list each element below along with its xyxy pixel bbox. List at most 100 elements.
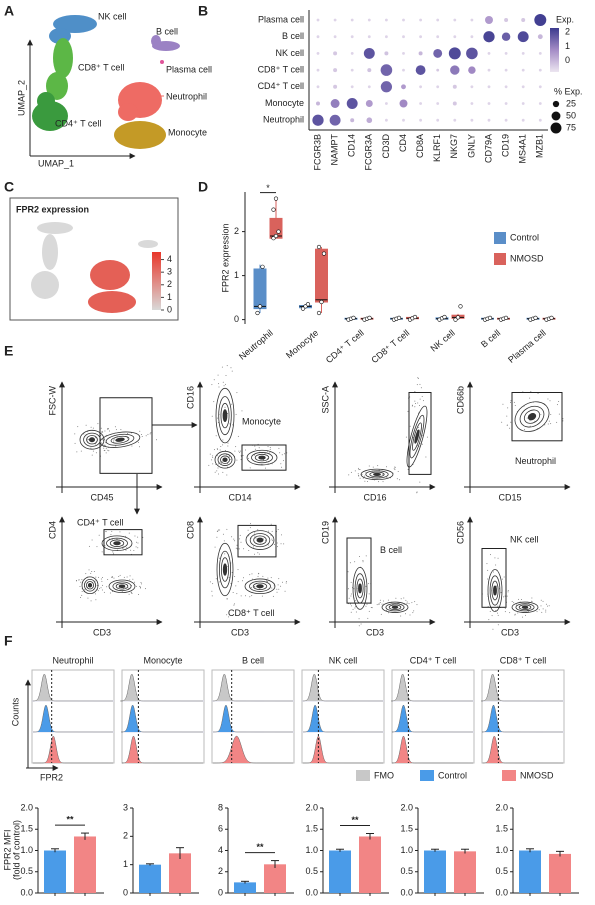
point <box>321 251 327 256</box>
event <box>502 403 504 405</box>
event <box>95 452 97 454</box>
cluster-blob <box>151 35 161 47</box>
y-tick-label: 0.5 <box>20 866 33 876</box>
event <box>422 400 424 402</box>
event <box>365 585 367 587</box>
legend-swatch <box>494 253 506 265</box>
dot <box>436 35 440 39</box>
row-label: Neutrophil <box>263 115 304 125</box>
bar <box>549 853 571 893</box>
event <box>88 545 90 547</box>
dot <box>316 35 320 39</box>
contour <box>112 581 132 592</box>
event <box>241 580 243 582</box>
event <box>238 548 240 550</box>
event <box>125 535 127 537</box>
dot <box>350 35 354 39</box>
event <box>507 589 509 591</box>
event <box>231 403 233 405</box>
contour <box>101 535 133 552</box>
event <box>251 595 253 597</box>
event <box>531 597 533 599</box>
event <box>414 601 416 603</box>
dot <box>367 35 371 39</box>
gate-label: CD8⁺ T cell <box>228 608 274 618</box>
event <box>240 455 242 457</box>
event <box>217 374 219 376</box>
event <box>224 383 226 385</box>
event <box>362 561 364 563</box>
event <box>348 597 350 599</box>
y-tick-label: 3 <box>123 802 128 812</box>
contour <box>113 541 121 546</box>
dot <box>517 31 529 43</box>
event <box>131 592 133 594</box>
event <box>538 609 540 611</box>
event <box>129 579 131 581</box>
event <box>544 424 546 426</box>
event <box>489 610 491 612</box>
event <box>252 546 254 548</box>
x-tick-label: Plasma cell <box>506 328 548 365</box>
colorbar <box>550 28 559 72</box>
event <box>269 447 271 449</box>
y-tick-label: 2.0 <box>305 802 318 812</box>
dot <box>487 102 491 105</box>
y-axis-label: (fold of control) <box>11 820 21 880</box>
contour <box>356 578 364 599</box>
gate <box>241 444 287 471</box>
event <box>222 439 224 441</box>
gate-label: Monocyte <box>242 416 281 426</box>
contour <box>220 402 230 429</box>
event <box>414 406 416 408</box>
dot <box>453 118 457 122</box>
point <box>442 314 447 320</box>
event <box>217 463 219 465</box>
event <box>267 462 269 464</box>
event <box>122 545 124 547</box>
event <box>248 550 250 552</box>
contour <box>519 405 545 428</box>
event <box>268 530 270 532</box>
dot <box>487 85 491 89</box>
event <box>419 398 421 400</box>
event <box>98 576 100 578</box>
event <box>372 466 374 468</box>
point <box>458 304 463 309</box>
event <box>412 612 414 614</box>
event <box>139 586 141 588</box>
event <box>347 571 349 573</box>
panel-label: E <box>4 343 13 359</box>
event <box>111 538 113 540</box>
event <box>107 449 109 451</box>
event <box>128 532 130 534</box>
event <box>280 463 282 465</box>
event <box>403 603 405 605</box>
event <box>523 428 525 430</box>
event <box>357 473 359 475</box>
gene-label: CD14 <box>347 134 357 157</box>
point <box>273 233 279 239</box>
event <box>128 593 130 595</box>
significance: ** <box>66 814 74 824</box>
x-tick-label: NK cell <box>429 328 457 354</box>
event <box>120 428 122 430</box>
event <box>215 435 217 437</box>
event <box>254 448 256 450</box>
blob <box>88 291 136 313</box>
dot <box>350 51 354 55</box>
event <box>237 569 239 571</box>
event <box>106 586 108 588</box>
event <box>115 445 117 447</box>
event <box>105 452 107 454</box>
event <box>254 532 256 534</box>
event <box>216 448 218 450</box>
event <box>262 575 264 577</box>
dot <box>402 51 405 55</box>
event <box>545 611 547 613</box>
contour <box>220 455 230 464</box>
histogram <box>212 673 294 702</box>
event <box>355 611 357 613</box>
event <box>540 599 542 601</box>
y-tick-label: 1.5 <box>20 824 33 834</box>
